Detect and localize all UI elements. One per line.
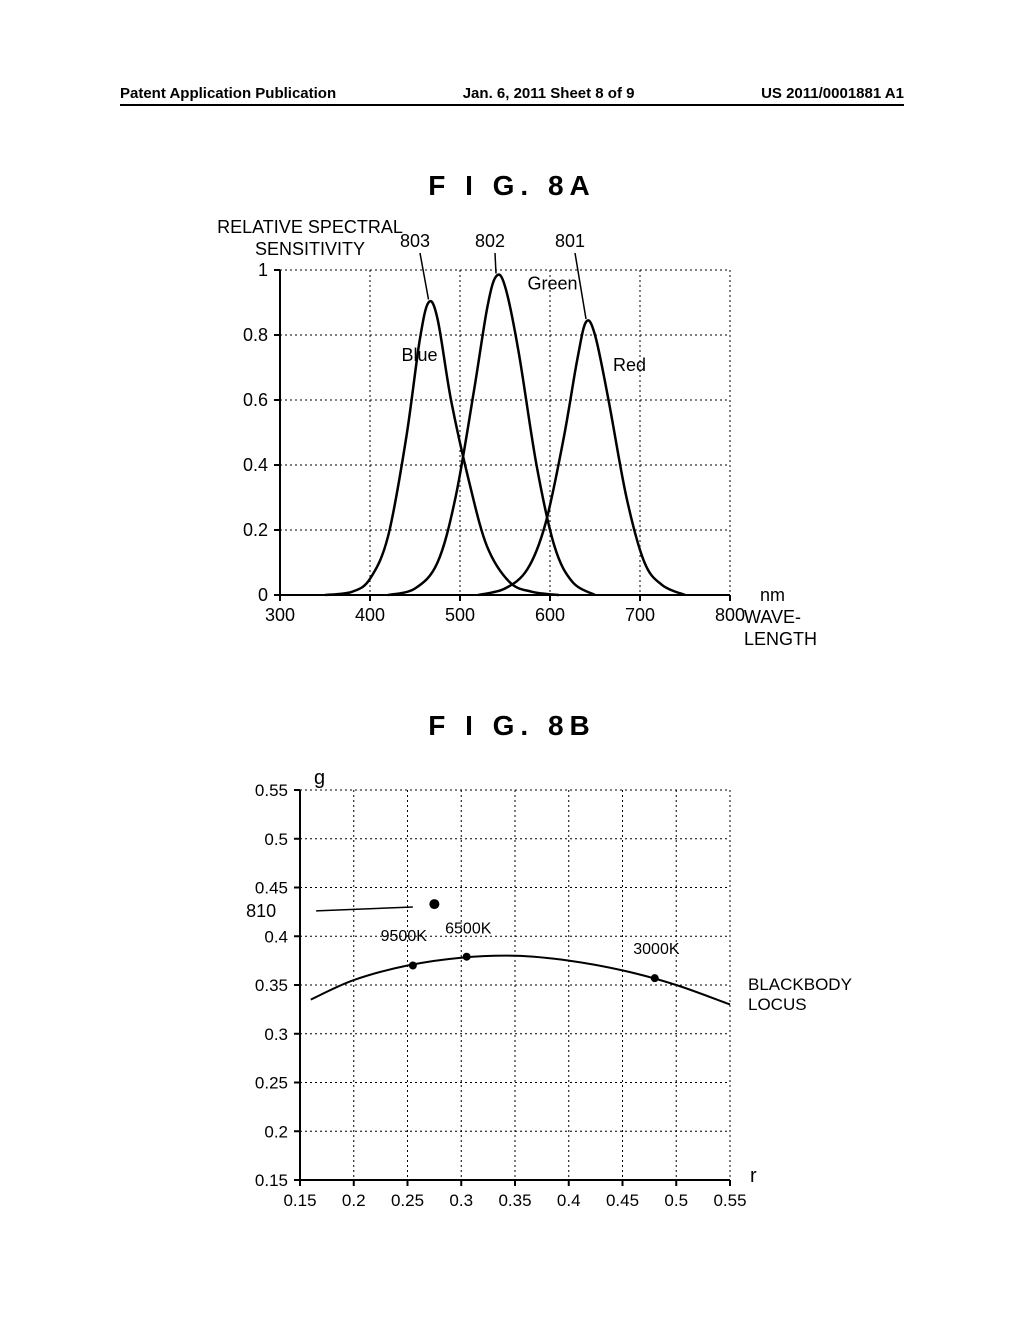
x-tick-label: 0.15 bbox=[283, 1191, 316, 1210]
y-axis-label: RELATIVE SPECTRAL bbox=[217, 217, 403, 237]
y-axis-label: SENSITIVITY bbox=[255, 239, 365, 259]
spectral-sensitivity-chart: 300 400 500 600 700 800 0 0.2 0.4 0.6 0.8 1 RELATIVE… bbox=[200, 215, 820, 675]
x-tick-label: 0.5 bbox=[664, 1191, 688, 1210]
locus-marker-label: 3000K bbox=[633, 941, 680, 958]
y-tick-label: 0.4 bbox=[264, 927, 288, 946]
figure-8b-chart: 0.15 0.2 0.25 0.3 0.35 0.4 0.45 0.5 0.55 0.15 0.2 0… bbox=[200, 760, 860, 1240]
x-tick-label: 0.35 bbox=[498, 1191, 531, 1210]
x-tick-label: 0.2 bbox=[342, 1191, 366, 1210]
y-tick-label: 0.4 bbox=[243, 455, 268, 475]
x-axis-label: WAVE- bbox=[744, 607, 801, 627]
x-tick-label: 300 bbox=[265, 605, 295, 625]
header-left: Patent Application Publication bbox=[120, 85, 336, 102]
locus-marker bbox=[651, 974, 659, 982]
x-tick-label: 0.45 bbox=[606, 1191, 639, 1210]
outlier-label: 810 bbox=[246, 901, 276, 921]
y-tick-label: 0.3 bbox=[264, 1025, 288, 1044]
y-tick-label: 0.55 bbox=[255, 781, 288, 800]
blackbody-locus-curve bbox=[311, 956, 730, 1005]
x-axis-label: LENGTH bbox=[744, 629, 817, 649]
x-tick-label: 0.55 bbox=[713, 1191, 746, 1210]
x-tick-label: 600 bbox=[535, 605, 565, 625]
figure-8a-chart: 300 400 500 600 700 800 0 0.2 0.4 0.6 0.8 1 RELATIVE… bbox=[200, 215, 820, 675]
locus-marker bbox=[409, 962, 417, 970]
curve-red_801 bbox=[478, 320, 685, 595]
x-tick-label: 0.4 bbox=[557, 1191, 581, 1210]
y-tick-label: 0.45 bbox=[255, 879, 288, 898]
outlier-point bbox=[429, 899, 439, 909]
y-tick-label: 0 bbox=[258, 585, 268, 605]
y-axis-label: g bbox=[314, 767, 325, 789]
locus-marker-label: 9500K bbox=[381, 928, 428, 945]
x-tick-label: 0.25 bbox=[391, 1191, 424, 1210]
outlier-callout-line bbox=[316, 907, 413, 911]
locus-legend-label: BLACKBODY bbox=[748, 975, 852, 994]
series-label: Green bbox=[528, 274, 578, 294]
x-tick-label: 0.3 bbox=[449, 1191, 473, 1210]
header-right: US 2011/0001881 A1 bbox=[761, 85, 904, 102]
figure-8b-title: F I G. 8B bbox=[0, 710, 1024, 742]
locus-legend-label: LOCUS bbox=[748, 995, 807, 1014]
y-tick-label: 0.6 bbox=[243, 390, 268, 410]
series-label: Blue bbox=[402, 345, 438, 365]
y-tick-label: 0.8 bbox=[243, 325, 268, 345]
figure-8a-title: F I G. 8A bbox=[0, 170, 1024, 202]
y-tick-label: 0.2 bbox=[264, 1122, 288, 1141]
x-tick-label: 400 bbox=[355, 605, 385, 625]
callout-label: 801 bbox=[555, 231, 585, 251]
y-tick-label: 0.5 bbox=[264, 830, 288, 849]
y-tick-label: 0.25 bbox=[255, 1074, 288, 1093]
header-center: Jan. 6, 2011 Sheet 8 of 9 bbox=[463, 85, 635, 102]
y-tick-label: 0.15 bbox=[255, 1171, 288, 1190]
x-tick-label: 700 bbox=[625, 605, 655, 625]
blackbody-locus-chart: 0.15 0.2 0.25 0.3 0.35 0.4 0.45 0.5 0.55 0.15 0.2 0… bbox=[200, 760, 860, 1240]
callout-label: 802 bbox=[475, 231, 505, 251]
locus-marker-label: 6500K bbox=[445, 920, 492, 937]
x-tick-label: 800 bbox=[715, 605, 745, 625]
x-axis-label: r bbox=[750, 1165, 757, 1187]
callout-label: 803 bbox=[400, 231, 430, 251]
page-header: Patent Application Publication Jan. 6, 2… bbox=[120, 85, 904, 106]
callout-line bbox=[420, 253, 429, 300]
y-tick-label: 0.2 bbox=[243, 520, 268, 540]
y-tick-label: 1 bbox=[258, 260, 268, 280]
locus-marker bbox=[463, 953, 471, 961]
series-label: Red bbox=[613, 355, 646, 375]
callout-line bbox=[495, 253, 496, 274]
y-tick-label: 0.35 bbox=[255, 976, 288, 995]
x-axis-unit: nm bbox=[760, 585, 785, 605]
x-tick-label: 500 bbox=[445, 605, 475, 625]
